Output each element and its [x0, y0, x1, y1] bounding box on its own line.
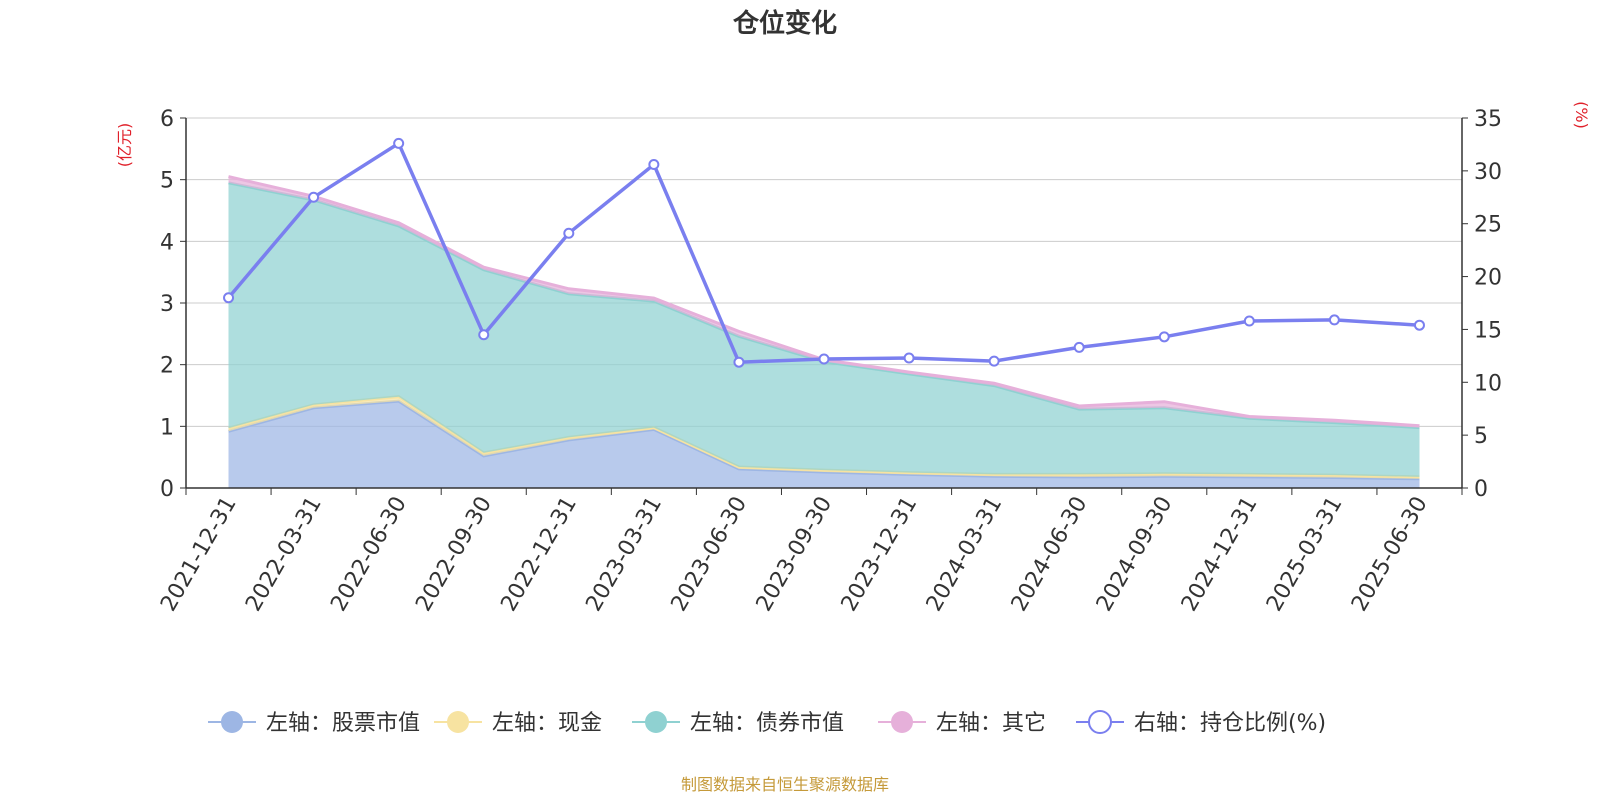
legend-label: 右轴：持仓比例(%) — [1134, 711, 1326, 736]
x-axis-tick-label: 2025-06-30 — [1347, 493, 1433, 616]
ratio-point — [308, 191, 320, 203]
left-axis-tick-label: 1 — [160, 415, 174, 440]
right-axis-tick-label: 15 — [1474, 318, 1502, 343]
ratio-point — [1158, 331, 1170, 343]
right-axis-tick-label: 10 — [1474, 371, 1502, 396]
legend-marker — [645, 711, 667, 733]
ratio-line-layer — [223, 137, 1425, 368]
x-axis-tick-label: 2022-12-31 — [496, 493, 582, 616]
area-cash — [228, 396, 1420, 479]
legend-label: 左轴：其它 — [936, 711, 1046, 736]
ratio-point — [393, 137, 405, 149]
legend-marker — [221, 711, 243, 733]
left-axis-tick-label: 5 — [160, 169, 174, 194]
area-bond — [228, 182, 1420, 477]
area-stock — [228, 401, 1420, 488]
ratio-point — [818, 353, 830, 365]
x-axis-tick-label: 2024-03-31 — [922, 493, 1008, 616]
right-axis-tick-label: 35 — [1474, 107, 1502, 132]
right-axis-unit: (%) — [1572, 101, 1591, 129]
left-axis-tick-label: 2 — [160, 354, 174, 379]
ratio-point — [563, 227, 575, 239]
x-axis-tick-label: 2024-12-31 — [1177, 493, 1263, 616]
ratio-point — [733, 356, 745, 368]
stacked-areas — [228, 175, 1420, 488]
legend-marker — [891, 711, 913, 733]
x-axis-tick-label: 2025-03-31 — [1262, 493, 1348, 616]
right-axis-tick-label: 5 — [1474, 424, 1488, 449]
right-axis-tick-label: 25 — [1474, 213, 1502, 238]
legend-label: 左轴：现金 — [492, 711, 602, 736]
source-note: 制图数据来自恒生聚源数据库 — [681, 775, 889, 794]
ratio-point — [1328, 314, 1340, 326]
right-axis-tick-label: 20 — [1474, 266, 1502, 291]
legend-marker — [447, 711, 469, 733]
ratio-point — [1413, 319, 1425, 331]
x-axis-tick-label: 2023-03-31 — [581, 493, 667, 616]
x-axis-tick-label: 2024-06-30 — [1007, 493, 1093, 616]
legend-item-bond[interactable]: 左轴：债券市值 — [632, 711, 844, 736]
left-axis-tick-label: 3 — [160, 292, 174, 317]
chart-title: 仓位变化 — [732, 8, 837, 39]
right-axis-tick-label: 30 — [1474, 160, 1502, 185]
right-axis-tick-label: 0 — [1474, 477, 1488, 502]
x-axis-tick-label: 2024-09-30 — [1092, 493, 1178, 616]
x-axis-tick-label: 2023-09-30 — [752, 493, 838, 616]
legend-label: 左轴：股票市值 — [266, 711, 420, 736]
x-axis-tick-label: 2022-03-31 — [241, 493, 327, 616]
x-axis-tick-label: 2022-09-30 — [411, 493, 497, 616]
left-axis-unit: (亿元) — [115, 123, 134, 168]
ratio-point — [478, 329, 490, 341]
ratio-point — [648, 159, 660, 171]
legend-label: 左轴：债券市值 — [690, 711, 844, 736]
ratio-point — [903, 352, 915, 364]
legend-marker — [1088, 710, 1112, 734]
ratio-point — [988, 355, 1000, 367]
x-axis-tick-label: 2022-06-30 — [326, 493, 412, 616]
legend-item-other[interactable]: 左轴：其它 — [878, 711, 1046, 736]
legend: 左轴：股票市值 左轴：现金 左轴：债券市值 左轴：其它 右轴：持仓比例(%) — [208, 710, 1326, 736]
legend-item-cash[interactable]: 左轴：现金 — [434, 711, 602, 736]
x-axis-tick-label: 2023-12-31 — [837, 493, 923, 616]
left-axis-tick-label: 6 — [160, 107, 174, 132]
ratio-point — [1073, 341, 1085, 353]
legend-item-ratio[interactable]: 右轴：持仓比例(%) — [1076, 710, 1326, 736]
x-axis-tick-label: 2023-06-30 — [667, 493, 753, 616]
x-axis-tick-label: 2021-12-31 — [156, 493, 242, 616]
legend-item-stock[interactable]: 左轴：股票市值 — [208, 711, 420, 736]
left-axis-tick-label: 0 — [160, 477, 174, 502]
ratio-point — [1243, 315, 1255, 327]
left-axis-tick-label: 4 — [160, 230, 174, 255]
ratio-point — [223, 292, 235, 304]
